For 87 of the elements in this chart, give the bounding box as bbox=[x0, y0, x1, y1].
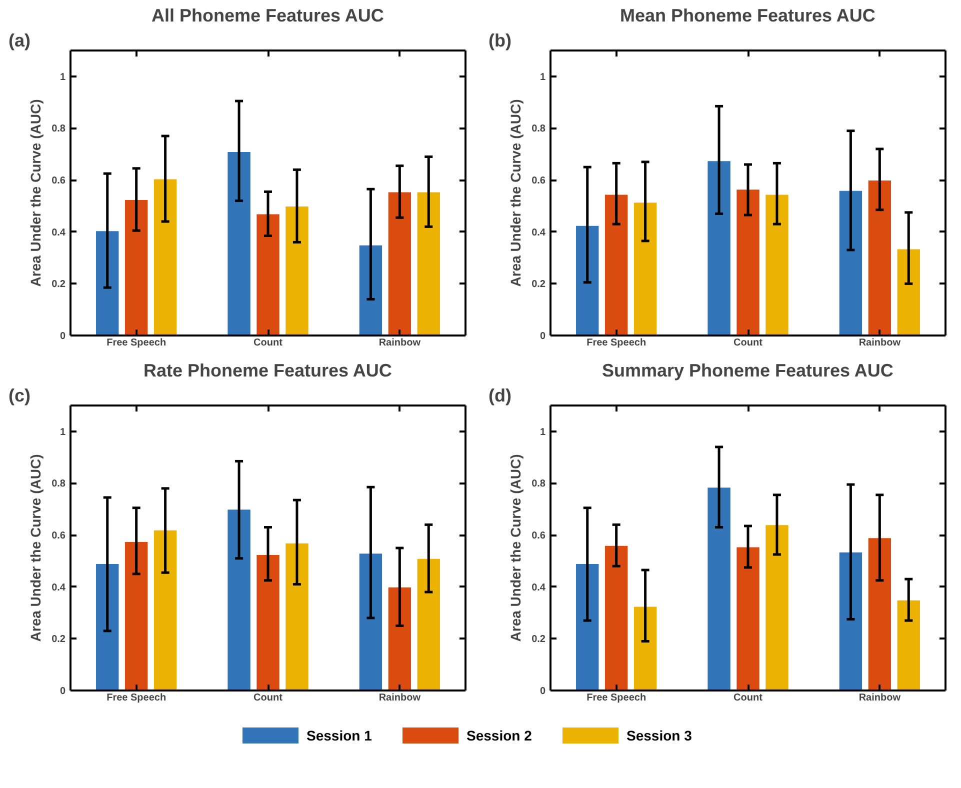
bar bbox=[764, 524, 790, 690]
bar bbox=[358, 244, 384, 336]
x-tick-label: Count bbox=[734, 338, 764, 348]
bar bbox=[152, 178, 178, 336]
y-tick-label: 0.2 bbox=[532, 634, 546, 646]
bar bbox=[284, 205, 310, 336]
bar bbox=[124, 198, 149, 336]
bar bbox=[95, 230, 120, 336]
y-axis-title: Area Under the Curve (AUC) bbox=[28, 454, 44, 642]
x-tick-label: Free Speech bbox=[106, 692, 166, 704]
x-tick-label: Count bbox=[254, 338, 284, 348]
legend-label: Session 3 bbox=[626, 728, 692, 744]
chart-title: All Phoneme Features AUC bbox=[151, 6, 384, 26]
y-tick-label: 0.6 bbox=[52, 176, 66, 187]
y-tick-label: 0.2 bbox=[532, 279, 546, 290]
bar bbox=[838, 551, 864, 690]
bar bbox=[256, 213, 280, 336]
bar bbox=[124, 541, 149, 690]
y-tick-label: 0.6 bbox=[532, 530, 546, 542]
text: (b) bbox=[488, 30, 512, 50]
y-tick-label: 0.4 bbox=[532, 227, 546, 238]
text: (d) bbox=[488, 386, 512, 406]
legend-label: Session 1 bbox=[306, 728, 372, 744]
y-tick-label: 0.4 bbox=[532, 582, 546, 594]
bar bbox=[575, 563, 600, 690]
bar bbox=[284, 542, 310, 690]
x-tick-label: Rainbow bbox=[378, 692, 421, 704]
y-tick-label: 0.8 bbox=[532, 478, 546, 490]
chart-title: Rate Phoneme Features AUC bbox=[143, 360, 392, 380]
bar bbox=[896, 599, 921, 690]
y-tick-label: 0.8 bbox=[532, 124, 546, 135]
x-tick-label: Rainbow bbox=[858, 692, 901, 704]
text: (a) bbox=[8, 30, 31, 50]
y-axis-title: Area Under the Curve (AUC) bbox=[28, 99, 44, 287]
x-tick-label: Count bbox=[254, 692, 284, 704]
bar bbox=[226, 151, 252, 336]
bar bbox=[838, 190, 864, 336]
bar bbox=[416, 558, 441, 690]
x-tick-label: Free Speech bbox=[106, 338, 166, 348]
bar bbox=[867, 180, 892, 336]
bar bbox=[256, 554, 280, 690]
bar bbox=[764, 194, 790, 336]
bar bbox=[416, 191, 441, 336]
bar bbox=[387, 586, 412, 690]
bar bbox=[706, 486, 732, 690]
bar bbox=[736, 188, 760, 336]
x-tick-label: Rainbow bbox=[378, 338, 421, 348]
bar bbox=[632, 202, 658, 336]
y-tick-label: 1 bbox=[60, 72, 66, 83]
bar bbox=[604, 544, 629, 690]
y-axis-title: Area Under the Curve (AUC) bbox=[508, 454, 524, 642]
y-tick-label: 0.6 bbox=[532, 176, 546, 187]
y-tick-label: 1 bbox=[60, 426, 66, 438]
bar bbox=[95, 563, 120, 690]
y-tick-label: 0.2 bbox=[52, 634, 66, 646]
y-tick-label: 0 bbox=[540, 331, 546, 342]
y-tick-label: 0.4 bbox=[52, 227, 66, 238]
bar bbox=[358, 552, 384, 690]
y-tick-label: 0.8 bbox=[52, 124, 66, 135]
y-tick-label: 0.4 bbox=[52, 582, 66, 594]
bar bbox=[575, 224, 600, 336]
y-axis-title: Area Under the Curve (AUC) bbox=[508, 99, 524, 287]
x-tick-label: Free Speech bbox=[586, 338, 646, 348]
y-tick-label: 1 bbox=[540, 426, 546, 438]
bar bbox=[152, 529, 178, 690]
x-tick-label: Rainbow bbox=[858, 338, 901, 348]
text: (c) bbox=[8, 386, 31, 406]
chart-title: Summary Phoneme Features AUC bbox=[602, 360, 894, 380]
y-tick-label: 0 bbox=[60, 331, 66, 342]
bar bbox=[736, 546, 760, 690]
bar bbox=[896, 248, 921, 336]
y-tick-label: 0 bbox=[540, 686, 546, 697]
y-tick-label: 0 bbox=[60, 686, 66, 697]
y-tick-label: 0.2 bbox=[52, 279, 66, 290]
bar bbox=[226, 508, 252, 690]
bar bbox=[632, 606, 658, 690]
y-tick-label: 0.6 bbox=[52, 530, 66, 542]
x-tick-label: Count bbox=[734, 692, 764, 704]
bar bbox=[387, 191, 412, 336]
x-tick-label: Free Speech bbox=[586, 692, 646, 704]
legend-label: Session 2 bbox=[466, 728, 532, 744]
chart-title: Mean Phoneme Features AUC bbox=[620, 6, 876, 26]
bar bbox=[706, 160, 732, 336]
bar bbox=[604, 194, 629, 336]
y-tick-label: 0.8 bbox=[52, 478, 66, 490]
y-tick-label: 1 bbox=[540, 72, 546, 83]
bar bbox=[867, 537, 892, 690]
